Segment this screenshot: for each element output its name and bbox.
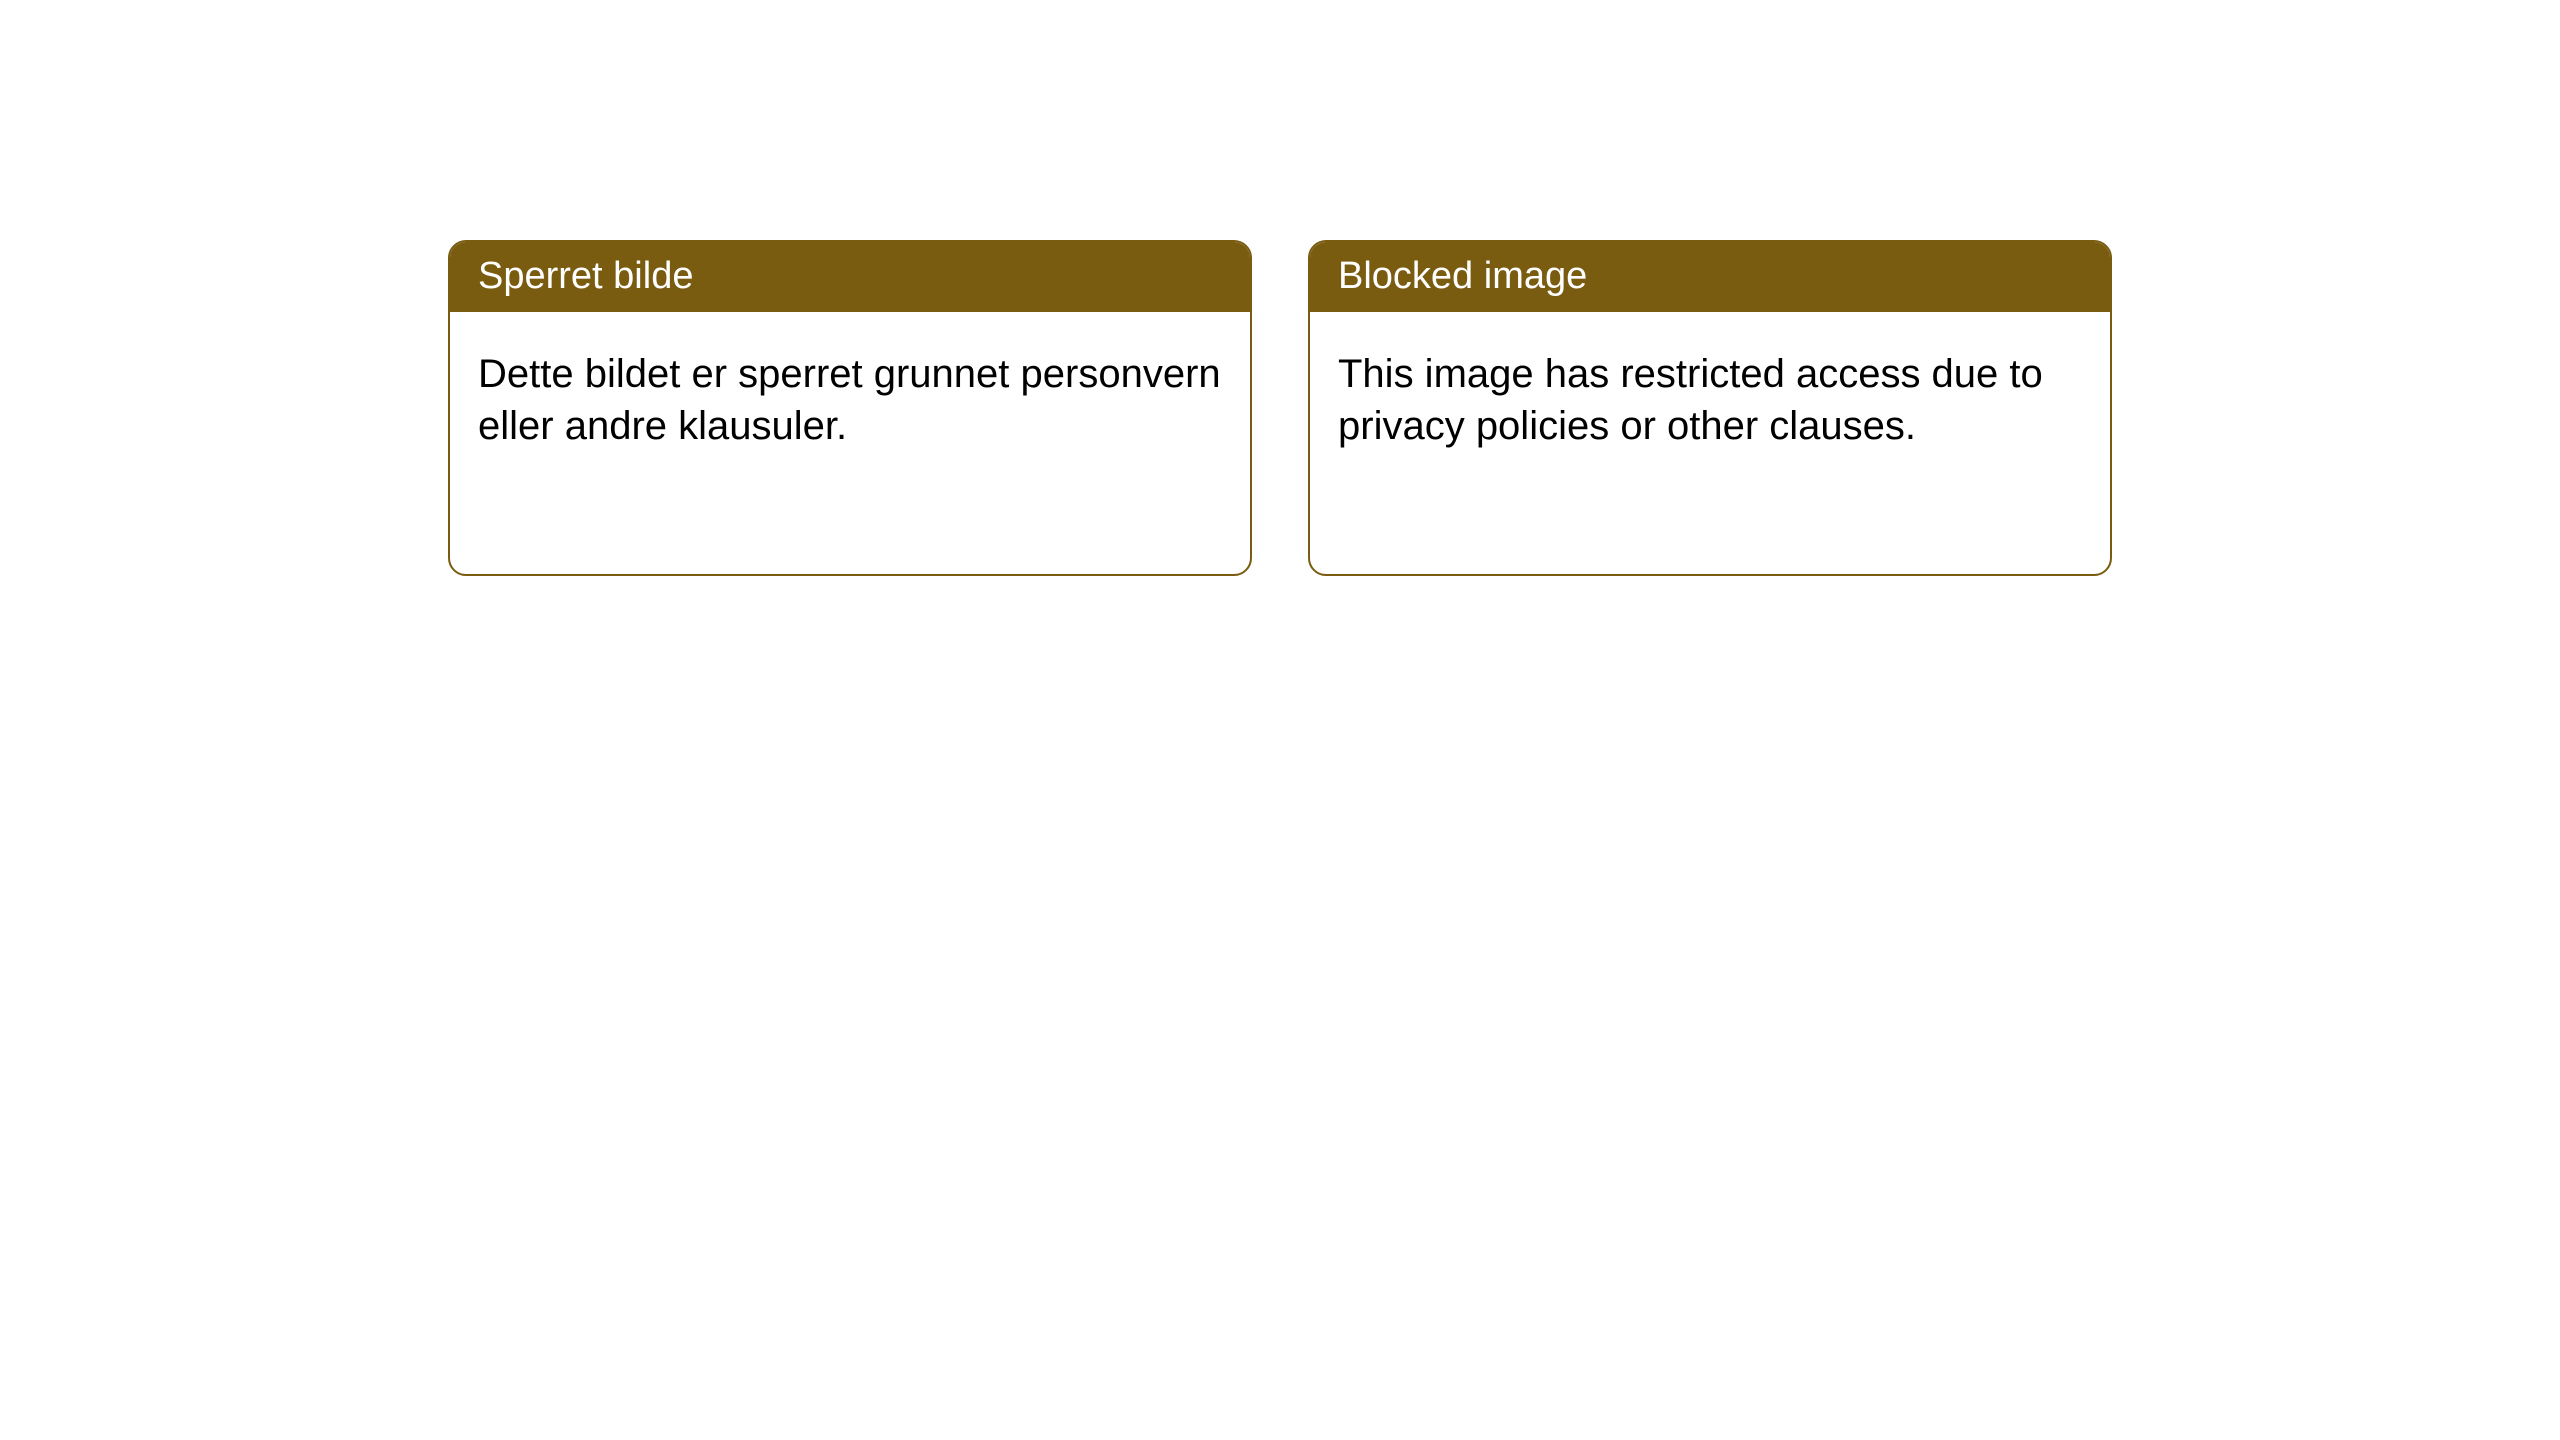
notice-card-norwegian: Sperret bilde Dette bildet er sperret gr…: [448, 240, 1252, 576]
card-title: Sperret bilde: [478, 255, 693, 297]
card-body: This image has restricted access due to …: [1310, 312, 2110, 488]
card-title: Blocked image: [1338, 255, 1587, 297]
card-header: Sperret bilde: [450, 242, 1250, 312]
notice-cards-container: Sperret bilde Dette bildet er sperret gr…: [448, 240, 2112, 576]
card-body-text: Dette bildet er sperret grunnet personve…: [478, 352, 1221, 448]
card-body: Dette bildet er sperret grunnet personve…: [450, 312, 1250, 488]
notice-card-english: Blocked image This image has restricted …: [1308, 240, 2112, 576]
card-body-text: This image has restricted access due to …: [1338, 352, 2043, 448]
card-header: Blocked image: [1310, 242, 2110, 312]
